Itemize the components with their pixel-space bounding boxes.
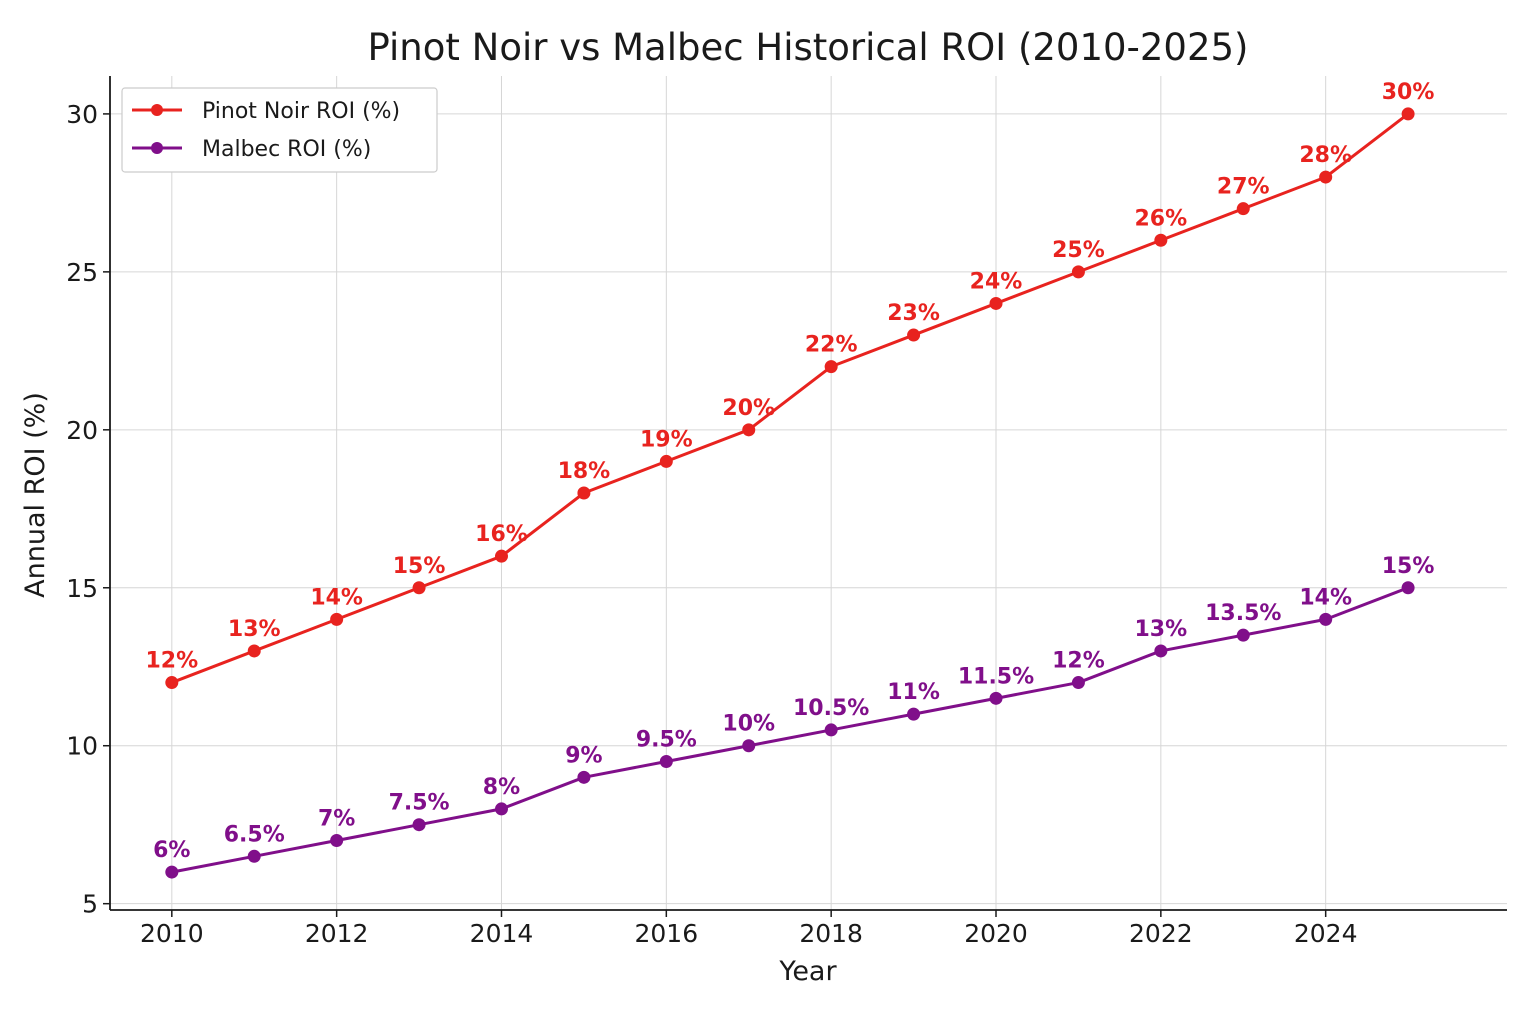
data-point-pinot-noir	[412, 581, 426, 595]
x-tick-label: 2014	[470, 919, 534, 948]
series-layer	[165, 107, 1415, 879]
x-tick-label: 2020	[964, 919, 1028, 948]
data-label-pinot-noir: 14%	[310, 585, 363, 610]
data-point-pinot-noir	[824, 360, 838, 374]
data-label-malbec: 7%	[318, 807, 355, 832]
y-tick-label: 25	[66, 258, 98, 287]
data-point-malbec	[1154, 644, 1168, 658]
data-labels: 12% 13% 14% 15% 16% 18% 19% 20% 22% 23% 24% 25% 26% 2…	[145, 80, 1434, 863]
data-point-malbec	[165, 865, 179, 879]
x-tick-label: 2022	[1129, 919, 1193, 948]
data-label-pinot-noir: 18%	[558, 459, 611, 484]
data-label-malbec: 7.5%	[389, 791, 450, 816]
data-point-pinot-noir	[742, 423, 756, 437]
data-label-pinot-noir: 13%	[228, 617, 281, 642]
x-tick-label: 2012	[305, 919, 369, 948]
legend-label-pinot-noir: Pinot Noir ROI (%)	[202, 99, 400, 124]
data-label-pinot-noir: 15%	[393, 554, 446, 579]
data-label-pinot-noir: 25%	[1052, 238, 1105, 263]
data-point-pinot-noir	[330, 612, 344, 626]
data-label-pinot-noir: 24%	[970, 269, 1023, 294]
legend: Pinot Noir ROI (%) Malbec ROI (%)	[121, 87, 438, 173]
legend-label-malbec: Malbec ROI (%)	[202, 137, 371, 162]
data-point-malbec	[907, 707, 921, 721]
data-label-pinot-noir: 12%	[145, 649, 198, 674]
data-point-malbec	[1319, 612, 1333, 626]
data-point-pinot-noir	[577, 486, 591, 500]
y-tick-label: 15	[66, 574, 98, 603]
x-tick-label: 2016	[635, 919, 699, 948]
data-label-malbec: 13%	[1135, 617, 1188, 642]
data-point-malbec	[1401, 581, 1415, 595]
data-point-malbec	[1236, 628, 1250, 642]
data-point-pinot-noir	[165, 676, 179, 690]
data-point-malbec	[824, 723, 838, 737]
data-point-pinot-noir	[1319, 170, 1333, 184]
data-point-malbec	[577, 770, 591, 784]
legend-marker-malbec	[151, 142, 163, 154]
data-point-pinot-noir	[247, 644, 261, 658]
series-line-malbec	[171, 586, 1409, 874]
data-label-pinot-noir: 19%	[640, 427, 693, 452]
data-point-malbec	[1071, 676, 1085, 690]
data-label-pinot-noir: 30%	[1382, 80, 1435, 105]
y-axis-label: Annual ROI (%)	[20, 392, 51, 598]
data-label-pinot-noir: 16%	[475, 522, 528, 547]
data-point-pinot-noir	[907, 328, 921, 342]
data-label-malbec: 6%	[153, 838, 190, 863]
data-point-malbec	[247, 849, 261, 863]
data-point-pinot-noir	[1236, 202, 1250, 216]
data-point-pinot-noir	[989, 296, 1003, 310]
x-tick-label: 2010	[140, 919, 204, 948]
y-tick-label: 5	[82, 890, 98, 919]
data-label-malbec: 13.5%	[1205, 601, 1281, 626]
legend-marker-pinot-noir	[151, 104, 163, 116]
chart-title: Pinot Noir vs Malbec Historical ROI (201…	[368, 26, 1249, 69]
legend-box	[121, 87, 438, 173]
data-label-malbec: 12%	[1052, 649, 1105, 674]
data-label-pinot-noir: 22%	[805, 333, 858, 358]
data-point-malbec	[742, 739, 756, 753]
x-tick-label: 2024	[1294, 919, 1358, 948]
x-axis-label: Year	[778, 956, 837, 987]
data-point-malbec	[330, 834, 344, 847]
y-tick-label: 30	[66, 100, 98, 129]
data-point-pinot-noir	[1401, 107, 1415, 121]
data-point-malbec	[494, 802, 508, 816]
data-label-pinot-noir: 20%	[722, 396, 775, 421]
data-label-malbec: 15%	[1382, 554, 1435, 579]
grid	[110, 76, 1507, 910]
y-tick-label: 20	[66, 416, 98, 445]
axes: 2010 2012 2014 2016 2018 2020 2022 2024 5 10 15 20 2…	[66, 76, 1507, 948]
x-tick-label: 2018	[799, 919, 863, 948]
data-point-malbec	[659, 755, 673, 769]
data-label-malbec: 11.5%	[958, 664, 1034, 689]
data-label-pinot-noir: 27%	[1217, 175, 1270, 200]
data-label-malbec: 9%	[565, 743, 602, 768]
y-tick-label: 10	[66, 732, 98, 761]
data-point-pinot-noir	[494, 549, 508, 563]
data-label-pinot-noir: 26%	[1135, 206, 1188, 231]
data-label-malbec: 10%	[722, 712, 775, 737]
data-point-malbec	[412, 818, 426, 832]
data-point-malbec	[989, 691, 1003, 705]
data-point-pinot-noir	[1071, 265, 1085, 279]
data-point-pinot-noir	[659, 454, 673, 468]
data-point-pinot-noir	[1154, 233, 1168, 247]
data-label-malbec: 9.5%	[636, 728, 697, 753]
data-label-pinot-noir: 23%	[887, 301, 940, 326]
data-label-malbec: 6.5%	[224, 822, 285, 847]
series-line-pinot-noir	[171, 112, 1410, 684]
data-label-pinot-noir: 28%	[1299, 143, 1352, 168]
data-label-malbec: 11%	[887, 680, 940, 705]
data-label-malbec: 8%	[483, 775, 520, 800]
data-label-malbec: 10.5%	[793, 696, 869, 721]
data-label-malbec: 14%	[1299, 585, 1352, 610]
